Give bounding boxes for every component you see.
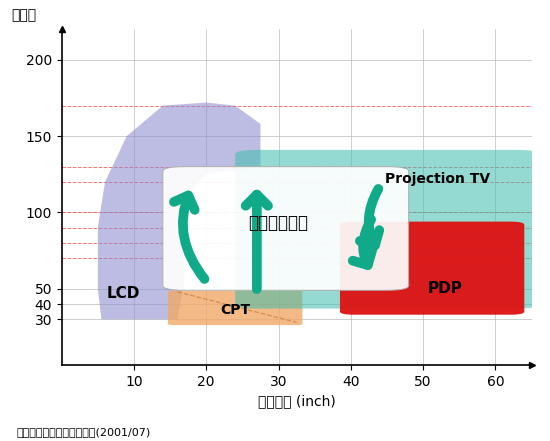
Polygon shape — [98, 103, 261, 319]
Text: LCD: LCD — [106, 286, 140, 301]
FancyArrowPatch shape — [353, 220, 372, 265]
Text: PDP: PDP — [427, 281, 462, 296]
FancyBboxPatch shape — [163, 167, 409, 290]
Text: 次世代主戰場: 次世代主戰場 — [249, 214, 309, 232]
X-axis label: 螢幕尺寸 (inch): 螢幕尺寸 (inch) — [258, 394, 336, 408]
FancyArrowPatch shape — [360, 189, 379, 245]
FancyArrowPatch shape — [174, 195, 205, 279]
FancyBboxPatch shape — [168, 291, 302, 325]
FancyBboxPatch shape — [235, 150, 539, 309]
Text: CPT: CPT — [220, 303, 250, 317]
FancyArrowPatch shape — [246, 194, 268, 289]
FancyBboxPatch shape — [340, 222, 524, 315]
Y-axis label: 萬畫素: 萬畫素 — [12, 8, 37, 22]
Text: Projection TV: Projection TV — [385, 172, 490, 186]
Text: 資料來源：工研院經資中心(2001/07): 資料來源：工研院經資中心(2001/07) — [16, 426, 151, 437]
